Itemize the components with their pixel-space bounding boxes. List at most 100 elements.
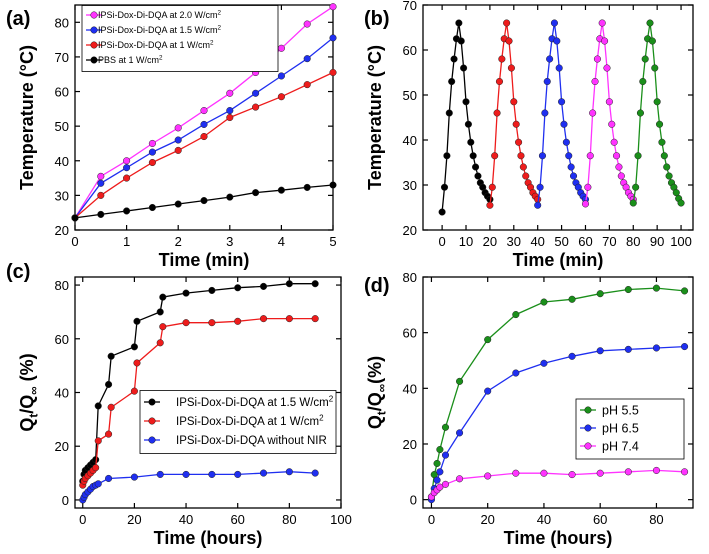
data-point: [558, 98, 566, 106]
data-point: [538, 152, 547, 160]
y-tick-label: 20: [55, 439, 69, 454]
data-point: [441, 480, 450, 488]
data-point: [586, 152, 594, 160]
data-point: [484, 472, 492, 480]
plot-frame: [422, 276, 694, 509]
data-point: [543, 77, 551, 86]
data-point: [130, 343, 138, 351]
data-point: [182, 319, 190, 327]
series-1: [486, 19, 542, 209]
data-point: [285, 280, 293, 288]
data-point: [133, 359, 141, 367]
data-point: [615, 163, 623, 171]
data-point: [472, 163, 480, 171]
superscript: 2: [218, 10, 222, 17]
data-point: [329, 181, 337, 189]
data-point: [105, 474, 113, 483]
data-point: [681, 287, 689, 295]
data-point: [515, 138, 523, 146]
data-point: [208, 470, 216, 478]
data-point: [303, 81, 311, 89]
panel-label: (a): [6, 8, 30, 30]
data-point: [94, 402, 102, 410]
data-point: [512, 120, 520, 128]
data-point: [653, 98, 661, 106]
data-point: [610, 138, 618, 146]
legend: IPSi-Dox-Di-DQA at 1.5 W/cm2 IPSi-Dox-Di-…: [139, 390, 337, 454]
data-point: [663, 163, 671, 171]
data-point: [493, 109, 501, 117]
data-point: [652, 466, 660, 474]
legend-marker: [584, 442, 592, 450]
data-point: [651, 64, 659, 72]
chart-panel-c: 0 20 40 60 80 100 0 20 40 60 80 IPSi-Dox-Di-DQA at …: [6, 261, 352, 548]
data-point: [677, 199, 685, 207]
legend-label: IPSi-Dox-Di-DQA at 1 W/cm2: [98, 40, 214, 51]
legend-marker: [90, 11, 98, 19]
data-point: [174, 136, 182, 144]
y-tick-label: 40: [55, 154, 69, 169]
data-point: [448, 77, 456, 86]
y-tick-label: 20: [55, 223, 69, 238]
series-3: [581, 19, 637, 208]
data-point: [200, 107, 208, 115]
y-tick-label: 60: [403, 43, 417, 58]
y-axis-label: Qt/Q∞(%): [365, 356, 389, 429]
data-point: [488, 183, 496, 191]
data-point: [456, 429, 464, 437]
legend-label: IPSi-Dox-Di-DQA without NIR: [176, 435, 327, 447]
y-tick-label: 60: [403, 326, 417, 341]
data-point: [598, 19, 606, 27]
data-point: [259, 469, 268, 477]
data-point: [226, 107, 234, 115]
data-point: [285, 468, 293, 476]
series-2: [534, 19, 590, 209]
data-point: [639, 77, 647, 86]
superscript: 2: [319, 414, 324, 423]
data-point: [469, 152, 477, 160]
data-point: [226, 113, 234, 122]
x-tick-label: 80: [282, 512, 296, 527]
x-tick-label: 50: [554, 234, 568, 249]
data-point: [105, 380, 113, 388]
data-point: [652, 344, 660, 352]
x-axis-label: Time (hours): [154, 528, 263, 548]
data-point: [159, 323, 167, 331]
legend-label: IPSi-Dox-Di-DQA at 1.5 W/cm2: [98, 25, 222, 36]
superscript: 2: [159, 55, 163, 62]
data-point: [200, 120, 208, 128]
x-tick-label: 20: [483, 234, 497, 249]
legend-marker: [584, 406, 592, 414]
data-point: [208, 286, 216, 294]
data-point: [646, 19, 654, 27]
data-point: [277, 186, 285, 194]
series-2: [79, 468, 319, 504]
data-point: [462, 98, 470, 106]
data-point: [484, 336, 492, 344]
x-tick-label: 40: [179, 512, 193, 527]
data-point: [660, 152, 668, 160]
subscript-inf: ∞: [376, 384, 389, 392]
x-tick-label: 30: [507, 234, 521, 249]
x-tick-label: 0: [438, 234, 445, 249]
slash: /Q: [365, 392, 385, 411]
data-point: [285, 315, 293, 323]
x-tick-label: 20: [480, 512, 494, 527]
data-point: [540, 359, 548, 367]
legend: pH 5.5 pH 6.5 pH 7.4: [575, 398, 685, 460]
series-3: [71, 181, 337, 222]
data-point: [148, 203, 156, 212]
data-point: [234, 284, 242, 292]
y-tick-label: 70: [55, 50, 69, 65]
y-tick-label: 80: [55, 15, 69, 30]
data-point: [226, 193, 234, 201]
series-1: [79, 315, 319, 489]
subscript-t: t: [28, 414, 41, 418]
data-point: [536, 183, 544, 191]
data-point: [517, 152, 525, 160]
data-point: [133, 317, 141, 325]
data-point: [200, 132, 208, 141]
data-point: [107, 403, 115, 411]
data-point: [445, 109, 453, 117]
